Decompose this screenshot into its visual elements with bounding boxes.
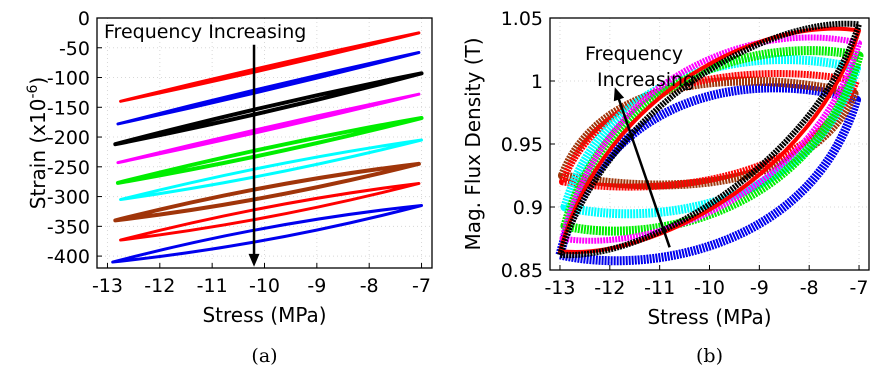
- y-tick-label: 0.95: [501, 134, 543, 156]
- x-tick-label: -10: [694, 277, 725, 299]
- frequency-annotation-line1: Frequency: [585, 43, 683, 65]
- frequency-annotation-line2: Increasing: [597, 69, 695, 91]
- flux-density-vs-stress-chart: -13 -12 -11 -10 -9 -8 -7 1.05 1 0.95 0.9 0.85 Stre…: [461, 8, 870, 367]
- y-tick-label: -200: [47, 127, 90, 149]
- y-axis-label: Mag. Flux Density (T): [461, 37, 485, 250]
- series-loop: [115, 116, 424, 185]
- plot-frame: [96, 17, 433, 269]
- series-loop: [113, 71, 424, 147]
- series-loop: [116, 92, 421, 165]
- series-loop: [557, 26, 862, 254]
- x-tick-label: -12: [594, 277, 625, 299]
- x-tick-label: -7: [850, 277, 869, 299]
- frequency-arrow: [616, 96, 671, 248]
- y-axis-label-main: Strain (x10: [26, 99, 50, 210]
- series-loop: [119, 181, 421, 242]
- series-loop: [558, 70, 861, 191]
- y-tick-labels: 0 -50 -100 -150 -200 -250 -300 -350 -400: [47, 8, 90, 268]
- series-loop: [557, 76, 859, 190]
- y-tick-label: 0: [78, 8, 90, 30]
- plot-frame: [549, 17, 870, 271]
- x-axis-label: Stress (MPa): [202, 303, 326, 327]
- panel-caption: (b): [696, 345, 723, 367]
- x-tick-label: -13: [92, 275, 123, 297]
- series-loop: [559, 34, 863, 244]
- frequency-annotation: Frequency Increasing: [104, 21, 306, 43]
- x-tick-labels: -13 -12 -11 -10 -9 -8 -7: [92, 275, 431, 297]
- y-tick-label: -50: [59, 38, 90, 60]
- y-tick-labels: 1.05 1 0.95 0.9 0.85: [501, 8, 543, 282]
- series-loop: [119, 31, 421, 103]
- y-tick-label: 0.9: [513, 197, 543, 219]
- series-loop: [119, 138, 424, 202]
- x-tick-label: -11: [197, 275, 228, 297]
- x-tick-label: -7: [412, 275, 431, 297]
- x-tick-label: -13: [544, 277, 575, 299]
- y-tick-label: -100: [47, 68, 90, 90]
- strain-vs-stress-chart: -13 -12 -11 -10 -9 -8 -7 0 -50 -100 -150 -200 -250 -…: [25, 8, 433, 367]
- y-tick-label: -150: [47, 97, 90, 119]
- y-tick-label: 1: [531, 71, 543, 93]
- x-axis-label: Stress (MPa): [647, 305, 771, 329]
- y-axis-label: Strain (x10-6): [25, 77, 50, 209]
- frequency-arrowhead: [613, 87, 625, 102]
- x-tick-label: -9: [750, 277, 769, 299]
- series-loop: [560, 55, 862, 219]
- x-tick-label: -12: [144, 275, 175, 297]
- y-tick-label: -350: [47, 216, 90, 238]
- x-tick-label: -10: [249, 275, 280, 297]
- series-group: [111, 31, 424, 264]
- y-tick-label: -250: [47, 157, 90, 179]
- series-loop: [556, 20, 863, 259]
- panel-caption: (a): [251, 345, 277, 367]
- series-loop: [113, 161, 421, 223]
- y-tick-label: -400: [47, 246, 90, 268]
- y-tick-label: 0.85: [501, 260, 543, 282]
- frequency-arrowhead: [248, 253, 260, 267]
- y-axis-label-exponent: -6: [25, 84, 41, 98]
- grid: [97, 17, 432, 268]
- x-tick-labels: -13 -12 -11 -10 -9 -8 -7: [544, 277, 868, 299]
- x-tick-label: -9: [307, 275, 326, 297]
- x-tick-label: -8: [360, 275, 379, 297]
- x-tick-label: -11: [644, 277, 675, 299]
- y-axis-label-close: ): [26, 77, 50, 85]
- series-loop: [116, 51, 421, 126]
- y-tick-label: 1.05: [501, 8, 543, 30]
- x-tick-label: -8: [800, 277, 819, 299]
- series-loop: [111, 204, 424, 264]
- y-tick-label: -300: [47, 187, 90, 209]
